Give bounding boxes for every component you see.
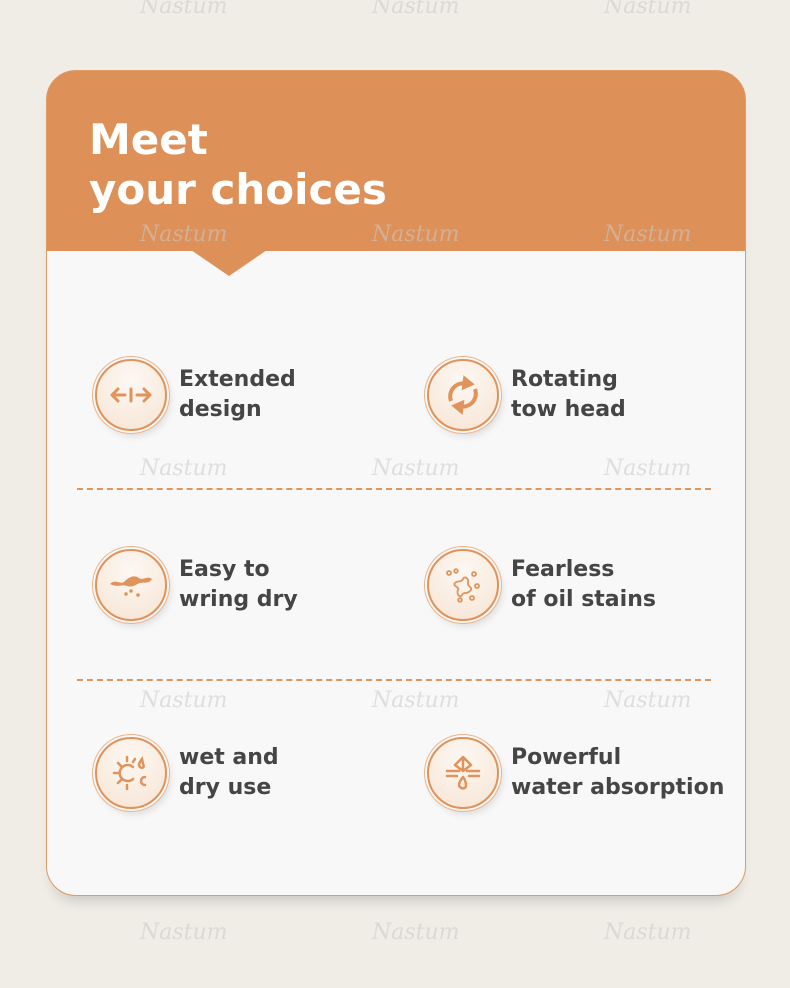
feature-rotating-tow-head: Rotating tow head [427, 359, 626, 431]
header-pointer [191, 250, 267, 276]
feature-label: Extended [179, 367, 296, 392]
card-header: Meet your choices [47, 71, 745, 251]
divider [77, 679, 711, 681]
absorption-icon [427, 737, 499, 809]
feature-label: of oil stains [511, 587, 656, 612]
feature-water-absorption: Powerful water absorption [427, 737, 724, 809]
page-title: Meet your choices [89, 115, 387, 215]
feature-label: dry use [179, 775, 272, 800]
wring-icon [95, 549, 167, 621]
feature-easy-wring: Easy to wring dry [95, 549, 298, 621]
title-line: your choices [89, 165, 387, 214]
feature-wet-dry-use: wet and dry use [95, 737, 279, 809]
watermark: Nastum [140, 0, 228, 19]
feature-label: tow head [511, 397, 626, 422]
extend-arrows-icon [95, 359, 167, 431]
title-line: Meet [89, 115, 208, 164]
feature-label: Easy to [179, 557, 270, 582]
rotate-icon [427, 359, 499, 431]
watermark: Nastum [604, 920, 692, 945]
feature-label: water absorption [511, 775, 725, 800]
feature-label: Fearless [511, 557, 615, 582]
feature-card: Meet your choices Extended design Rotatin… [46, 70, 746, 896]
feature-label: wet and [179, 745, 279, 770]
feature-extended-design: Extended design [95, 359, 296, 431]
feature-label: wring dry [179, 587, 298, 612]
watermark: Nastum [372, 920, 460, 945]
feature-oil-stains: Fearless of oil stains [427, 549, 656, 621]
divider [77, 488, 711, 490]
watermark: Nastum [604, 0, 692, 19]
watermark: Nastum [372, 0, 460, 19]
watermark: Nastum [140, 920, 228, 945]
feature-label: design [179, 397, 262, 422]
feature-label: Rotating [511, 367, 618, 392]
oil-stain-icon [427, 549, 499, 621]
feature-label: Powerful [511, 745, 622, 770]
sun-water-icon [95, 737, 167, 809]
